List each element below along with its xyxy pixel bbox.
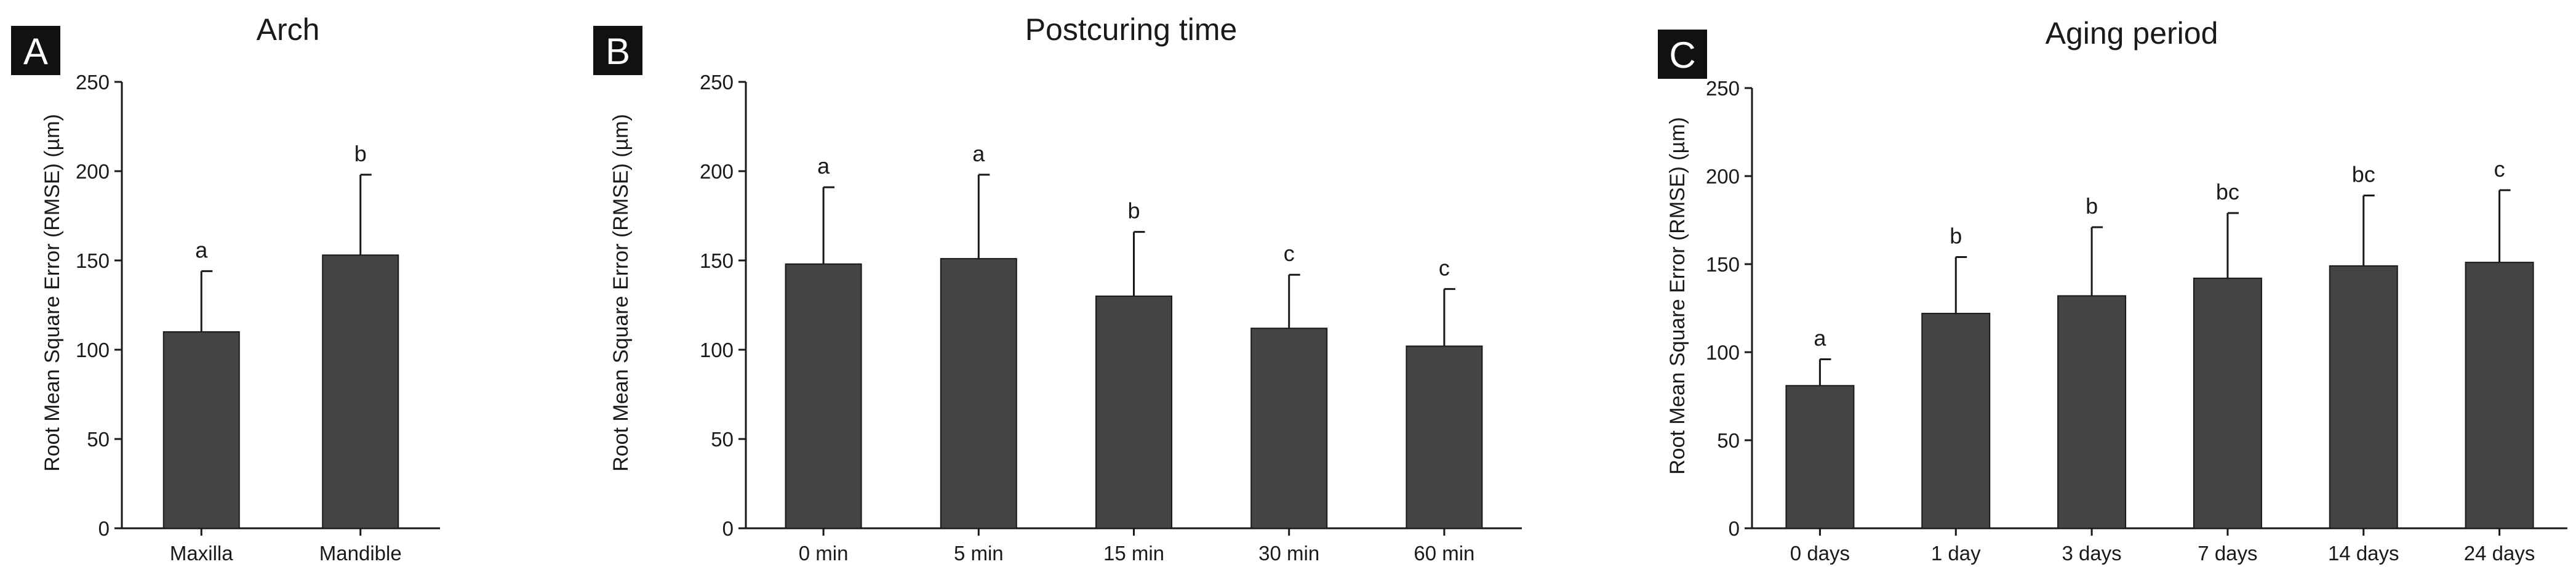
y-axis-label: Root Mean Square Error (RMSE) (µm)	[41, 114, 64, 472]
significance-label: bc	[2216, 179, 2239, 204]
y-tick-label: 200	[700, 160, 734, 183]
y-tick-label: 150	[700, 249, 734, 272]
y-tick-label: 0	[98, 517, 110, 540]
significance-label: b	[1950, 224, 1962, 249]
x-tick-label: 0 days	[1790, 542, 1850, 565]
significance-label: c	[1284, 241, 1295, 266]
bar	[1785, 385, 1855, 530]
y-tick-label: 50	[1717, 429, 1740, 452]
y-tick-label: 150	[1706, 253, 1740, 276]
significance-label: c	[2494, 156, 2505, 182]
bar	[785, 263, 862, 529]
y-tick-label: 100	[700, 339, 734, 361]
chart-title: Postcuring time	[1025, 12, 1238, 47]
x-tick-label: 60 min	[1414, 542, 1474, 565]
y-tick-label: 250	[76, 71, 110, 94]
x-tick-label: 15 min	[1103, 542, 1164, 565]
y-tick-label: 200	[1706, 165, 1740, 188]
panel-label: C	[1669, 34, 1695, 76]
x-tick-label: 1 day	[1931, 542, 1981, 565]
significance-label: b	[354, 141, 367, 166]
x-tick-label: 14 days	[2328, 542, 2399, 565]
chart-panel-a: A Arch Root Mean Square Error (RMSE) (µm) 0…	[11, 12, 440, 565]
bar	[2057, 295, 2127, 529]
x-tick-label: 3 days	[2062, 542, 2121, 565]
x-tick-label: 5 min	[954, 542, 1004, 565]
significance-label: c	[1439, 255, 1450, 280]
y-tick-label: 150	[76, 249, 110, 272]
significance-label: bc	[2352, 161, 2375, 187]
panel-label-box	[1658, 30, 1707, 79]
y-tick-label: 50	[87, 428, 110, 451]
x-tick-label: Mandible	[319, 542, 402, 565]
significance-label: a	[1814, 325, 1826, 350]
chart-title: Arch	[257, 12, 320, 47]
y-tick-label: 100	[76, 339, 110, 361]
x-tick-label: 0 min	[799, 542, 849, 565]
bar	[322, 254, 399, 529]
y-tick-label: 200	[76, 160, 110, 183]
bar	[1406, 345, 1483, 529]
y-tick-label: 0	[1729, 517, 1740, 540]
y-tick-label: 0	[722, 517, 734, 540]
y-tick-label: 50	[711, 428, 734, 451]
y-tick-label: 250	[700, 71, 734, 94]
bar	[2465, 262, 2534, 529]
x-tick-label: 24 days	[2464, 542, 2535, 565]
x-tick-label: Maxilla	[170, 542, 233, 565]
x-tick-label: 30 min	[1258, 542, 1319, 565]
bar	[940, 258, 1017, 529]
panel-label: B	[606, 31, 630, 72]
panel-label-box	[593, 26, 642, 75]
y-axis-label: Root Mean Square Error (RMSE) (µm)	[1666, 117, 1689, 475]
chart-panel-b: B Postcuring time Root Mean Square Error (…	[593, 12, 1522, 565]
significance-label: a	[195, 237, 208, 262]
bar	[1250, 328, 1328, 529]
significance-label: b	[2086, 193, 2098, 219]
significance-label: a	[817, 153, 830, 179]
y-tick-label: 100	[1706, 341, 1740, 364]
chart-title: Aging period	[2046, 16, 2218, 50]
y-axis-label: Root Mean Square Error (RMSE) (µm)	[609, 114, 633, 472]
bar	[1095, 296, 1172, 529]
y-tick-label: 250	[1706, 77, 1740, 100]
bar	[162, 331, 240, 529]
bar	[1921, 313, 1991, 529]
x-tick-label: 7 days	[2198, 542, 2257, 565]
bar	[2193, 277, 2262, 529]
chart-panel-c: C Aging period Root Mean Square Error (RMS…	[1658, 16, 2567, 565]
panel-label: A	[23, 31, 48, 72]
panel-label-box	[11, 26, 60, 75]
significance-label: b	[1127, 198, 1140, 224]
bar	[2329, 265, 2398, 529]
significance-label: a	[972, 141, 985, 166]
